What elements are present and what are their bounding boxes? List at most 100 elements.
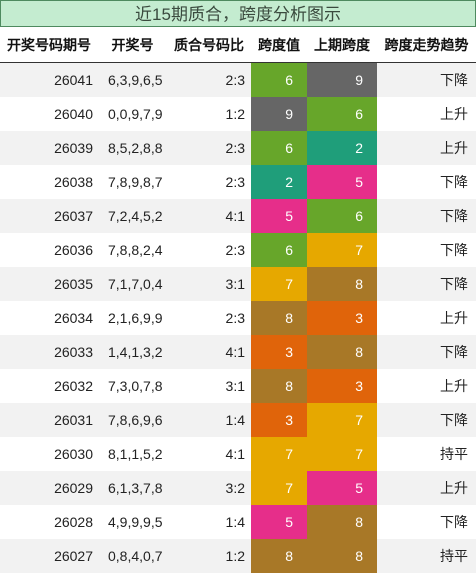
cell-ratio: 2:3 (167, 165, 251, 199)
cell-numbers: 7,8,8,2,4 (98, 233, 167, 267)
header-span: 跨度值 (251, 27, 307, 63)
cell-ratio: 4:1 (167, 437, 251, 471)
table-row: 26039 8,5,2,8,8 2:3 6 2 上升 (0, 131, 476, 165)
cell-trend: 上升 (377, 301, 476, 335)
cell-span: 3 (251, 335, 307, 369)
cell-numbers: 7,1,7,0,4 (98, 267, 167, 301)
cell-prev-span: 5 (307, 165, 377, 199)
cell-span: 7 (251, 437, 307, 471)
cell-prev-span: 2 (307, 131, 377, 165)
table-row: 26037 7,2,4,5,2 4:1 5 6 下降 (0, 199, 476, 233)
cell-numbers: 0,8,4,0,7 (98, 539, 167, 573)
cell-period: 26034 (0, 301, 98, 335)
cell-prev-span: 6 (307, 97, 377, 131)
cell-span: 6 (251, 131, 307, 165)
table-row: 26028 4,9,9,9,5 1:4 5 8 下降 (0, 505, 476, 539)
table-row: 26031 7,8,6,9,6 1:4 3 7 下降 (0, 403, 476, 437)
cell-numbers: 6,3,9,6,5 (98, 62, 167, 97)
header-period: 开奖号码期号 (0, 27, 98, 63)
cell-period: 26027 (0, 539, 98, 573)
cell-trend: 持平 (377, 437, 476, 471)
span-analysis-table: 开奖号码期号 开奖号 质合号码比 跨度值 上期跨度 跨度走势趋势 26041 6,… (0, 27, 476, 573)
cell-prev-span: 5 (307, 471, 377, 505)
page-title: 近15期质合，跨度分析图示 (0, 0, 476, 27)
cell-period: 26029 (0, 471, 98, 505)
cell-numbers: 7,8,9,8,7 (98, 165, 167, 199)
header-trend: 跨度走势趋势 (377, 27, 476, 63)
cell-numbers: 2,1,6,9,9 (98, 301, 167, 335)
table-row: 26035 7,1,7,0,4 3:1 7 8 下降 (0, 267, 476, 301)
cell-trend: 下降 (377, 233, 476, 267)
table-header-row: 开奖号码期号 开奖号 质合号码比 跨度值 上期跨度 跨度走势趋势 (0, 27, 476, 63)
cell-trend: 上升 (377, 97, 476, 131)
cell-ratio: 1:2 (167, 539, 251, 573)
cell-trend: 下降 (377, 335, 476, 369)
cell-span: 6 (251, 62, 307, 97)
cell-numbers: 0,0,9,7,9 (98, 97, 167, 131)
table-row: 26038 7,8,9,8,7 2:3 2 5 下降 (0, 165, 476, 199)
cell-numbers: 6,1,3,7,8 (98, 471, 167, 505)
cell-trend: 上升 (377, 369, 476, 403)
cell-trend: 下降 (377, 505, 476, 539)
cell-span: 8 (251, 301, 307, 335)
cell-span: 3 (251, 403, 307, 437)
table-row: 26027 0,8,4,0,7 1:2 8 8 持平 (0, 539, 476, 573)
cell-ratio: 4:1 (167, 199, 251, 233)
cell-ratio: 1:4 (167, 403, 251, 437)
cell-period: 26033 (0, 335, 98, 369)
cell-trend: 下降 (377, 165, 476, 199)
cell-prev-span: 8 (307, 539, 377, 573)
table-row: 26040 0,0,9,7,9 1:2 9 6 上升 (0, 97, 476, 131)
table-row: 26036 7,8,8,2,4 2:3 6 7 下降 (0, 233, 476, 267)
cell-period: 26030 (0, 437, 98, 471)
cell-period: 26031 (0, 403, 98, 437)
cell-span: 8 (251, 369, 307, 403)
cell-prev-span: 7 (307, 233, 377, 267)
cell-ratio: 1:4 (167, 505, 251, 539)
cell-numbers: 7,8,6,9,6 (98, 403, 167, 437)
cell-span: 5 (251, 505, 307, 539)
cell-trend: 下降 (377, 267, 476, 301)
cell-period: 26035 (0, 267, 98, 301)
cell-period: 26036 (0, 233, 98, 267)
cell-ratio: 2:3 (167, 233, 251, 267)
cell-ratio: 3:2 (167, 471, 251, 505)
cell-span: 7 (251, 267, 307, 301)
cell-prev-span: 8 (307, 335, 377, 369)
cell-span: 6 (251, 233, 307, 267)
cell-period: 26038 (0, 165, 98, 199)
cell-prev-span: 3 (307, 301, 377, 335)
cell-trend: 下降 (377, 403, 476, 437)
cell-numbers: 8,1,1,5,2 (98, 437, 167, 471)
cell-prev-span: 8 (307, 505, 377, 539)
cell-period: 26037 (0, 199, 98, 233)
cell-prev-span: 6 (307, 199, 377, 233)
cell-prev-span: 7 (307, 403, 377, 437)
cell-trend: 上升 (377, 471, 476, 505)
header-prev-span: 上期跨度 (307, 27, 377, 63)
table-row: 26041 6,3,9,6,5 2:3 6 9 下降 (0, 62, 476, 97)
cell-numbers: 4,9,9,9,5 (98, 505, 167, 539)
cell-numbers: 7,3,0,7,8 (98, 369, 167, 403)
cell-ratio: 1:2 (167, 97, 251, 131)
cell-prev-span: 8 (307, 267, 377, 301)
cell-ratio: 2:3 (167, 301, 251, 335)
cell-period: 26040 (0, 97, 98, 131)
cell-ratio: 4:1 (167, 335, 251, 369)
cell-numbers: 8,5,2,8,8 (98, 131, 167, 165)
cell-period: 26041 (0, 62, 98, 97)
cell-numbers: 1,4,1,3,2 (98, 335, 167, 369)
table-row: 26033 1,4,1,3,2 4:1 3 8 下降 (0, 335, 476, 369)
cell-ratio: 2:3 (167, 131, 251, 165)
cell-period: 26028 (0, 505, 98, 539)
header-numbers: 开奖号 (98, 27, 167, 63)
table-row: 26034 2,1,6,9,9 2:3 8 3 上升 (0, 301, 476, 335)
table-row: 26030 8,1,1,5,2 4:1 7 7 持平 (0, 437, 476, 471)
cell-prev-span: 9 (307, 62, 377, 97)
cell-prev-span: 7 (307, 437, 377, 471)
cell-trend: 持平 (377, 539, 476, 573)
cell-prev-span: 3 (307, 369, 377, 403)
cell-ratio: 2:3 (167, 62, 251, 97)
cell-ratio: 3:1 (167, 267, 251, 301)
